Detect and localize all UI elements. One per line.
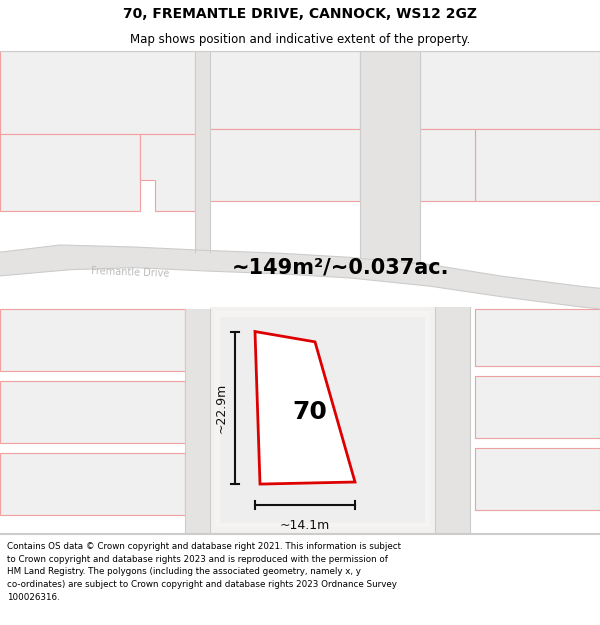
Polygon shape bbox=[0, 245, 600, 309]
Polygon shape bbox=[140, 134, 195, 211]
Polygon shape bbox=[220, 317, 425, 523]
Text: 70: 70 bbox=[293, 400, 328, 424]
Polygon shape bbox=[0, 309, 185, 371]
Polygon shape bbox=[0, 134, 140, 211]
Polygon shape bbox=[475, 448, 600, 510]
Polygon shape bbox=[200, 51, 360, 129]
Polygon shape bbox=[475, 129, 600, 201]
Polygon shape bbox=[185, 309, 210, 532]
Polygon shape bbox=[475, 309, 600, 366]
Text: ~14.1m: ~14.1m bbox=[280, 519, 330, 532]
Polygon shape bbox=[210, 307, 435, 532]
Polygon shape bbox=[0, 51, 195, 134]
Text: ~149m²/~0.037ac.: ~149m²/~0.037ac. bbox=[231, 258, 449, 278]
Polygon shape bbox=[435, 307, 470, 532]
Polygon shape bbox=[420, 129, 475, 201]
Polygon shape bbox=[0, 51, 600, 532]
Text: 70, FREMANTLE DRIVE, CANNOCK, WS12 2GZ: 70, FREMANTLE DRIVE, CANNOCK, WS12 2GZ bbox=[123, 8, 477, 21]
Polygon shape bbox=[0, 381, 185, 443]
Polygon shape bbox=[360, 51, 420, 264]
Text: Map shows position and indicative extent of the property.: Map shows position and indicative extent… bbox=[130, 34, 470, 46]
Polygon shape bbox=[215, 311, 430, 528]
Text: ~22.9m: ~22.9m bbox=[215, 382, 228, 433]
Polygon shape bbox=[420, 51, 600, 129]
Text: Fremantle Drive: Fremantle Drive bbox=[91, 266, 169, 279]
Text: Contains OS data © Crown copyright and database right 2021. This information is : Contains OS data © Crown copyright and d… bbox=[7, 542, 401, 602]
Polygon shape bbox=[200, 129, 360, 201]
Polygon shape bbox=[255, 331, 355, 484]
Polygon shape bbox=[0, 453, 185, 515]
Polygon shape bbox=[195, 51, 210, 252]
Polygon shape bbox=[475, 376, 600, 438]
